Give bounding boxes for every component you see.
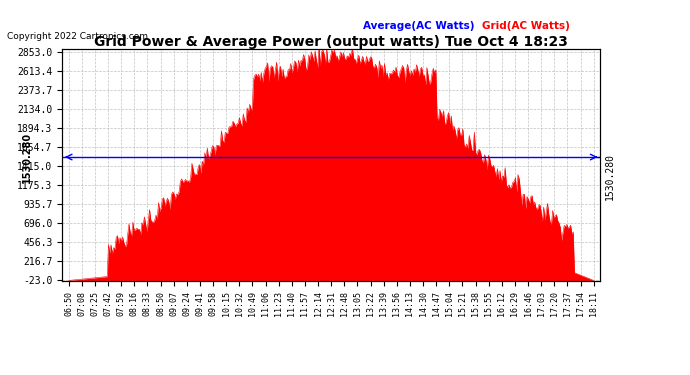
Text: Average(AC Watts): Average(AC Watts) (364, 21, 475, 31)
Text: Copyright 2022 Cartronics.com: Copyright 2022 Cartronics.com (7, 32, 148, 41)
Text: Grid(AC Watts): Grid(AC Watts) (482, 21, 570, 31)
Text: 1530.280: 1530.280 (22, 132, 32, 183)
Title: Grid Power & Average Power (output watts) Tue Oct 4 18:23: Grid Power & Average Power (output watts… (95, 35, 568, 49)
